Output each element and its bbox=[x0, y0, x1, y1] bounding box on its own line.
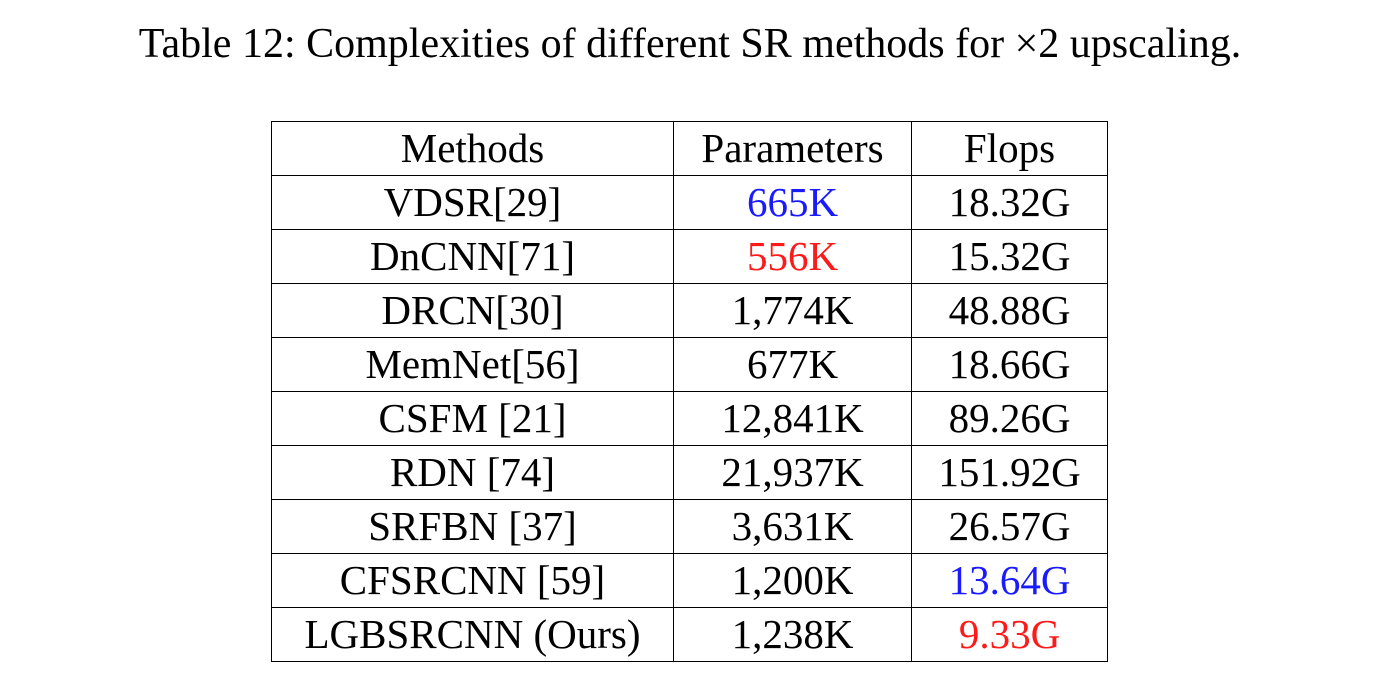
cell-parameters: 677K bbox=[673, 337, 912, 392]
cell-parameters: 665K bbox=[673, 175, 912, 230]
header-flops: Flops bbox=[911, 121, 1108, 176]
cell-parameters: 1,200K bbox=[673, 553, 912, 608]
table-row: VDSR[29] 665K 18.32G bbox=[271, 175, 1108, 230]
cell-parameters: 1,238K bbox=[673, 607, 912, 662]
cell-method: SRFBN [37] bbox=[271, 499, 674, 554]
table-row: MemNet[56] 677K 18.66G bbox=[271, 337, 1108, 392]
table-row: CFSRCNN [59] 1,200K 13.64G bbox=[271, 553, 1108, 608]
cell-method: MemNet[56] bbox=[271, 337, 674, 392]
cell-method: LGBSRCNN (Ours) bbox=[271, 607, 674, 662]
table-row: DRCN[30] 1,774K 48.88G bbox=[271, 283, 1108, 338]
header-parameters: Parameters bbox=[673, 121, 912, 176]
cell-method: RDN [74] bbox=[271, 445, 674, 500]
cell-flops: 89.26G bbox=[911, 391, 1108, 446]
header-methods: Methods bbox=[271, 121, 674, 176]
cell-method: DRCN[30] bbox=[271, 283, 674, 338]
table-caption: Table 12: Complexities of different SR m… bbox=[138, 21, 1242, 67]
cell-parameters: 21,937K bbox=[673, 445, 912, 500]
cell-flops: 13.64G bbox=[911, 553, 1108, 608]
cell-flops: 18.32G bbox=[911, 175, 1108, 230]
table-body: VDSR[29] 665K 18.32G DnCNN[71] 556K 15.32G DRC… bbox=[271, 175, 1108, 662]
table-row: LGBSRCNN (Ours) 1,238K 9.33G bbox=[271, 607, 1108, 662]
cell-flops: 48.88G bbox=[911, 283, 1108, 338]
cell-parameters: 1,774K bbox=[673, 283, 912, 338]
cell-parameters: 12,841K bbox=[673, 391, 912, 446]
cell-parameters: 3,631K bbox=[673, 499, 912, 554]
table-row: CSFM [21] 12,841K 89.26G bbox=[271, 391, 1108, 446]
complexity-table: Methods Parameters Flops VDSR[29] 665K 18.… bbox=[271, 121, 1108, 662]
cell-flops: 26.57G bbox=[911, 499, 1108, 554]
cell-method: VDSR[29] bbox=[271, 175, 674, 230]
cell-flops: 18.66G bbox=[911, 337, 1108, 392]
cell-method: DnCNN[71] bbox=[271, 229, 674, 284]
cell-parameters: 556K bbox=[673, 229, 912, 284]
cell-flops: 15.32G bbox=[911, 229, 1108, 284]
table-row: RDN [74] 21,937K 151.92G bbox=[271, 445, 1108, 500]
table-row: DnCNN[71] 556K 15.32G bbox=[271, 229, 1108, 284]
cell-method: CSFM [21] bbox=[271, 391, 674, 446]
table-header-row: Methods Parameters Flops bbox=[271, 121, 1108, 176]
cell-flops: 9.33G bbox=[911, 607, 1108, 662]
cell-method: CFSRCNN [59] bbox=[271, 553, 674, 608]
table-row: SRFBN [37] 3,631K 26.57G bbox=[271, 499, 1108, 554]
cell-flops: 151.92G bbox=[911, 445, 1108, 500]
